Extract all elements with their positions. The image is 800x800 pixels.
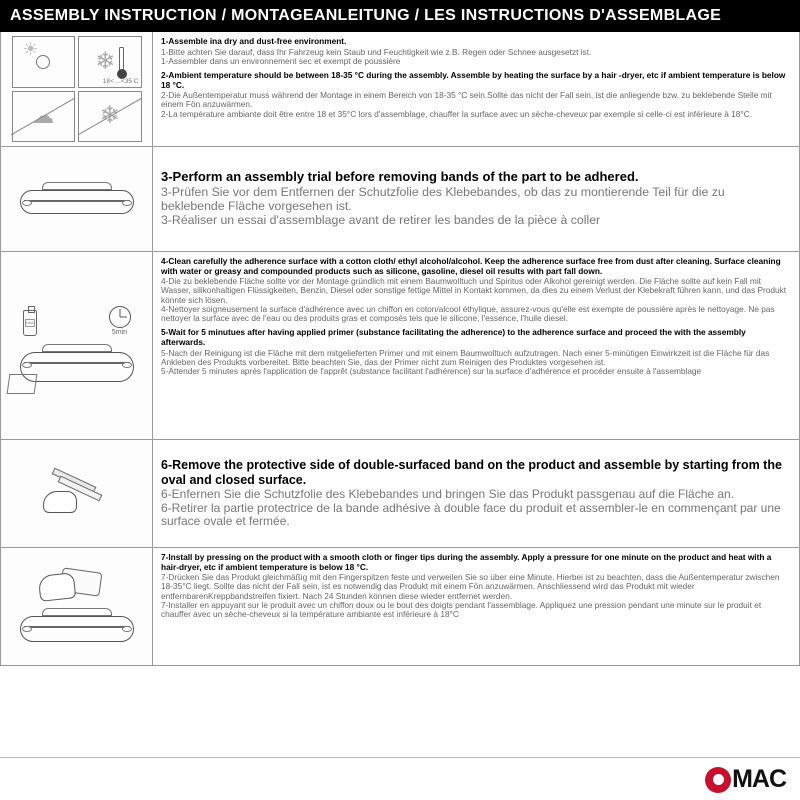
panel-3-text: 4-Clean carefully the adherence surface … [153, 252, 799, 439]
car-trunk-press-icon [12, 606, 142, 646]
hand-icon [43, 491, 77, 513]
step7-de: 7-Drücken Sie das Produkt gleichmäßig mi… [161, 573, 791, 601]
thermometer-icon: ❄ 18< ...<35 C [78, 36, 142, 88]
panel-1: ☀ ❄ 18< ...<35 C ☁ ❄ 1-Assemble ina dry … [0, 32, 800, 147]
no-rain-icon: ☁ [12, 91, 76, 143]
panel-2-text: 3-Perform an assembly trial before remov… [153, 147, 799, 251]
step2-de: 2-Die Außentemperatur muss während der M… [161, 91, 791, 110]
footer-divider [0, 757, 800, 758]
no-snow-icon: ❄ [78, 91, 142, 143]
step6-en: 6-Remove the protective side of double-s… [161, 458, 791, 487]
footer-logo: MAC [705, 765, 786, 794]
car-trunk-clean-icon [12, 342, 142, 386]
alcohol-bottle-icon: Alkol [23, 310, 37, 336]
panel-2-icon [1, 147, 153, 251]
panel-5-icon [1, 548, 153, 665]
step2-fr: 2-La température ambiante doit être entr… [161, 110, 791, 119]
step3-de: 3-Prüfen Sie vor dem Entfernen der Schut… [161, 186, 791, 214]
clock-icon [109, 306, 131, 328]
step6-fr: 6-Retirer la partie protectrice de la ba… [161, 502, 791, 529]
car-trunk-icon [12, 180, 142, 218]
step6-de: 6-Enfernen Sie die Schutzfolie des Klebe… [161, 488, 791, 501]
panel-3-icon: Alkol 5min [1, 252, 153, 439]
peel-tape-icon [37, 471, 117, 517]
step1-en: 1-Assemble ina dry and dust-free environ… [161, 37, 791, 47]
panel-2: 3-Perform an assembly trial before remov… [0, 147, 800, 252]
panel-1-icon: ☀ ❄ 18< ...<35 C ☁ ❄ [1, 32, 153, 146]
pressing-hand-icon [37, 572, 76, 602]
panel-5: 7-Install by pressing on the product wit… [0, 548, 800, 666]
panel-4-text: 6-Remove the protective side of double-s… [153, 440, 799, 547]
step7-fr: 7-Installer en appuyant sur le produit a… [161, 601, 791, 620]
logo-dot-icon [705, 767, 731, 793]
panel-4: 6-Remove the protective side of double-s… [0, 440, 800, 548]
step5-de: 5-Nach der Reinigung ist die Fläche mit … [161, 349, 791, 368]
step5-en: 5-Wait for 5 minutues after having appli… [161, 328, 791, 347]
step4-fr: 4-Nettoyer soigneusement la surface d'ad… [161, 305, 791, 324]
temp-range-label: 18< ...<35 C [103, 78, 139, 85]
step4-de: 4-Die zu beklebende Fläche sollte vor de… [161, 277, 791, 305]
panel-1-text: 1-Assemble ina dry and dust-free environ… [153, 32, 799, 146]
panel-4-icon [1, 440, 153, 547]
logo-text: MAC [732, 765, 786, 794]
step2-en: 2-Ambient temperature should be between … [161, 71, 791, 90]
step4-en: 4-Clean carefully the adherence surface … [161, 257, 791, 276]
panel-5-text: 7-Install by pressing on the product wit… [153, 548, 799, 665]
step5-fr: 5-Attender 5 minutes après l'application… [161, 367, 791, 376]
timer-label: 5min [112, 329, 127, 336]
header-title: ASSEMBLY INSTRUCTION / MONTAGEANLEITUNG … [10, 7, 721, 24]
sun-icon: ☀ [12, 36, 76, 88]
step3-fr: 3-Réaliser un essai d'assemblage avant d… [161, 214, 791, 228]
panel-3: Alkol 5min 4-Clean carefully the adheren… [0, 252, 800, 440]
step1-fr: 1-Assembler dans un environnement sec et… [161, 57, 791, 66]
step3-en: 3-Perform an assembly trial before remov… [161, 170, 791, 185]
header-bar: ASSEMBLY INSTRUCTION / MONTAGEANLEITUNG … [0, 0, 800, 32]
cleaning-cloth-icon [6, 374, 37, 394]
step7-en: 7-Install by pressing on the product wit… [161, 553, 791, 572]
